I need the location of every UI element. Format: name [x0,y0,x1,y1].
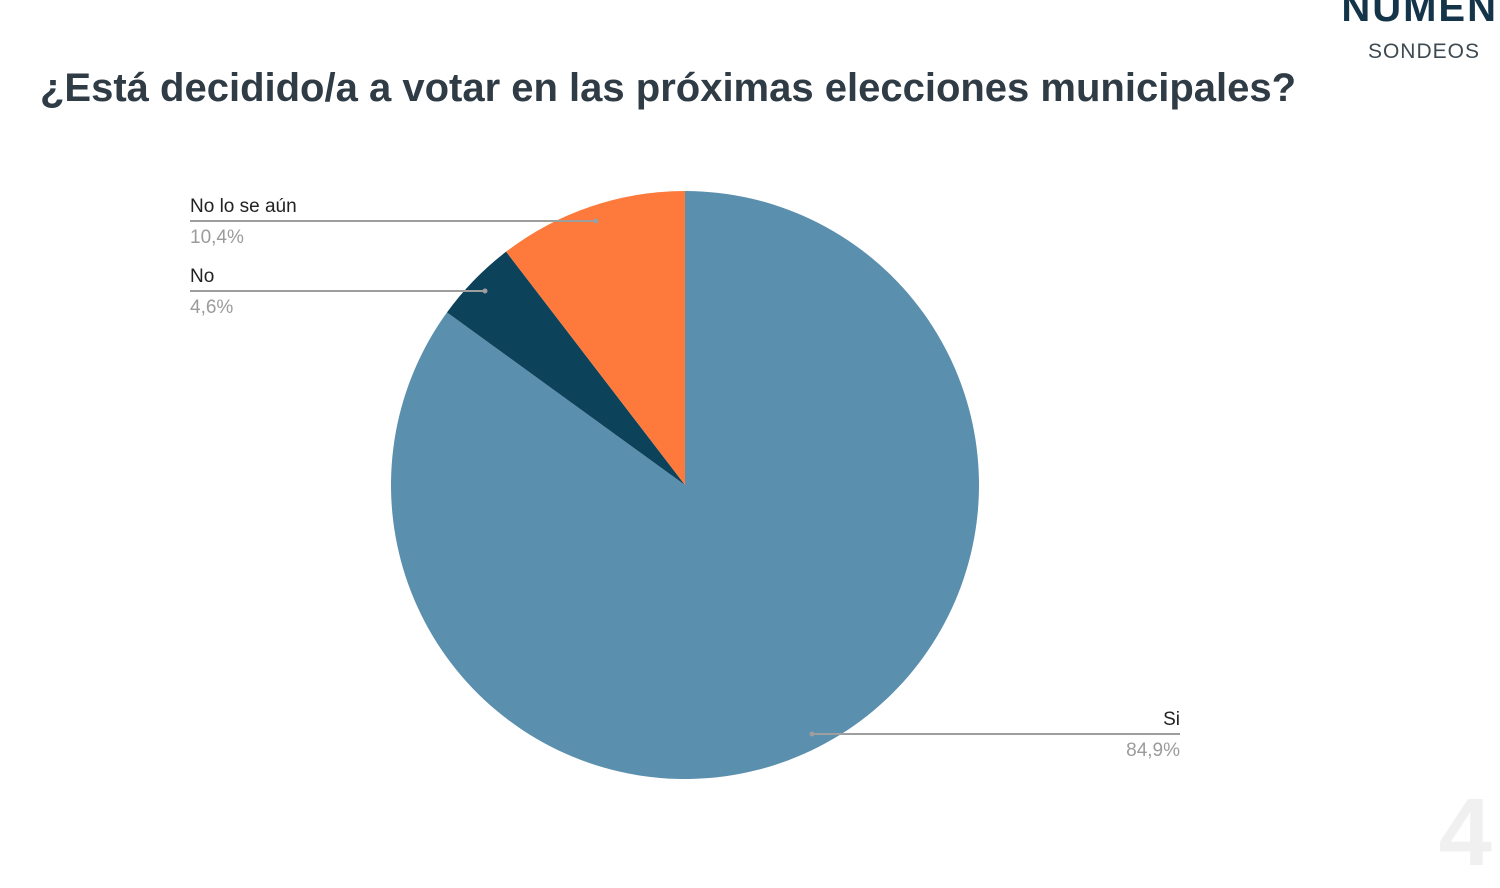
pie-slice-no [446,251,685,485]
brand-logo: NUMEN SONDEOS [1340,0,1500,64]
pie-slice-no-lo-se-aun [506,191,685,485]
brand-subtitle: SONDEOS [1367,40,1480,63]
leader-dot-no [482,288,488,294]
slice-value-no: 4,6% [190,297,233,318]
leader-dot-no-lo-se-aun [593,218,599,224]
slice-label-si: Si [1163,709,1180,730]
leader-dot-si [809,731,815,737]
page-number: 4 [1438,779,1492,886]
chart-title: ¿Está decidido/a a votar en las próximas… [40,66,1297,110]
slice-label-no-lo-se-aun: No lo se aún [190,196,297,217]
slice-label-no: No [190,266,214,287]
slice-value-si: 84,9% [1126,740,1180,761]
slice-value-no-lo-se-aun: 10,4% [190,227,244,248]
brand-name: NUMEN [1341,0,1498,30]
pie-chart: Si 84,9% No 4,6% No lo se aún 10,4% [190,191,1180,779]
